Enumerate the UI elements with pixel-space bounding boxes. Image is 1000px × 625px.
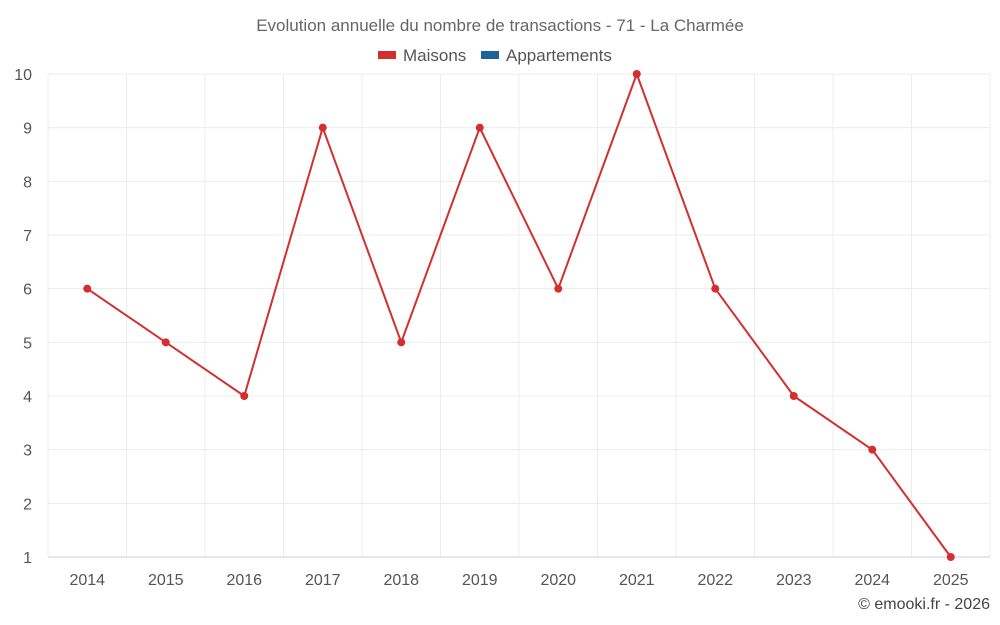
x-gridlines <box>47 74 991 557</box>
y-tick-label: 6 <box>23 282 32 299</box>
data-point-maisons-2024[interactable] <box>868 445 877 454</box>
x-tick-label: 2023 <box>776 572 812 589</box>
y-tick-label: 4 <box>23 389 32 406</box>
series-maisons <box>83 70 955 561</box>
data-point-maisons-2016[interactable] <box>240 392 249 400</box>
x-tick-label: 2019 <box>462 572 498 589</box>
y-tick-label: 8 <box>23 174 32 191</box>
legend-label-maisons: Maisons <box>403 46 466 65</box>
data-point-maisons-2017[interactable] <box>318 123 327 132</box>
legend-swatch-maisons <box>378 51 396 59</box>
legend-item-maisons[interactable]: Maisons <box>378 46 466 65</box>
x-tick-label: 2016 <box>226 572 262 589</box>
x-tick-label: 2022 <box>697 572 733 589</box>
data-point-maisons-2018[interactable] <box>397 338 406 347</box>
x-tick-label: 2018 <box>383 572 419 589</box>
y-tick-label: 2 <box>23 496 32 513</box>
y-tick-label: 5 <box>23 335 32 352</box>
y-tick-label: 1 <box>23 550 32 567</box>
x-tick-label: 2015 <box>148 572 184 589</box>
legend-swatch-appartements <box>481 51 499 59</box>
y-axis-tick-labels: 1 2 3 4 5 6 7 8 9 10 <box>14 67 32 567</box>
series-line-maisons <box>86 73 952 558</box>
data-point-maisons-2022[interactable] <box>711 284 720 293</box>
x-tick-label: 2014 <box>69 572 105 589</box>
x-tick-label: 2025 <box>933 572 969 589</box>
chart-title: Evolution annuelle du nombre de transact… <box>256 16 744 35</box>
data-point-maisons-2021[interactable] <box>632 70 641 78</box>
y-tick-label: 9 <box>23 121 32 138</box>
data-point-maisons-2023[interactable] <box>789 392 798 400</box>
x-tick-label: 2024 <box>854 572 890 589</box>
data-point-maisons-2025[interactable] <box>946 553 955 561</box>
y-tick-label: 10 <box>14 67 32 84</box>
y-tick-label: 7 <box>23 228 32 245</box>
data-point-maisons-2020[interactable] <box>554 284 563 293</box>
y-tick-label: 3 <box>23 443 32 460</box>
legend-label-appartements: Appartements <box>506 46 612 65</box>
credit-text: © emooki.fr - 2026 <box>858 596 990 613</box>
x-tick-label: 2017 <box>305 572 341 589</box>
x-tick-label: 2021 <box>619 572 655 589</box>
data-point-maisons-2019[interactable] <box>475 123 484 132</box>
data-point-maisons-2015[interactable] <box>161 338 170 347</box>
legend-item-appartements[interactable]: Appartements <box>481 46 612 65</box>
x-tick-label: 2020 <box>540 572 576 589</box>
legend: Maisons Appartements <box>378 46 612 65</box>
data-point-maisons-2014[interactable] <box>83 284 92 293</box>
x-axis-tick-labels: 2014 2015 2016 2017 2018 2019 2020 2021 2022 2023… <box>69 572 968 589</box>
